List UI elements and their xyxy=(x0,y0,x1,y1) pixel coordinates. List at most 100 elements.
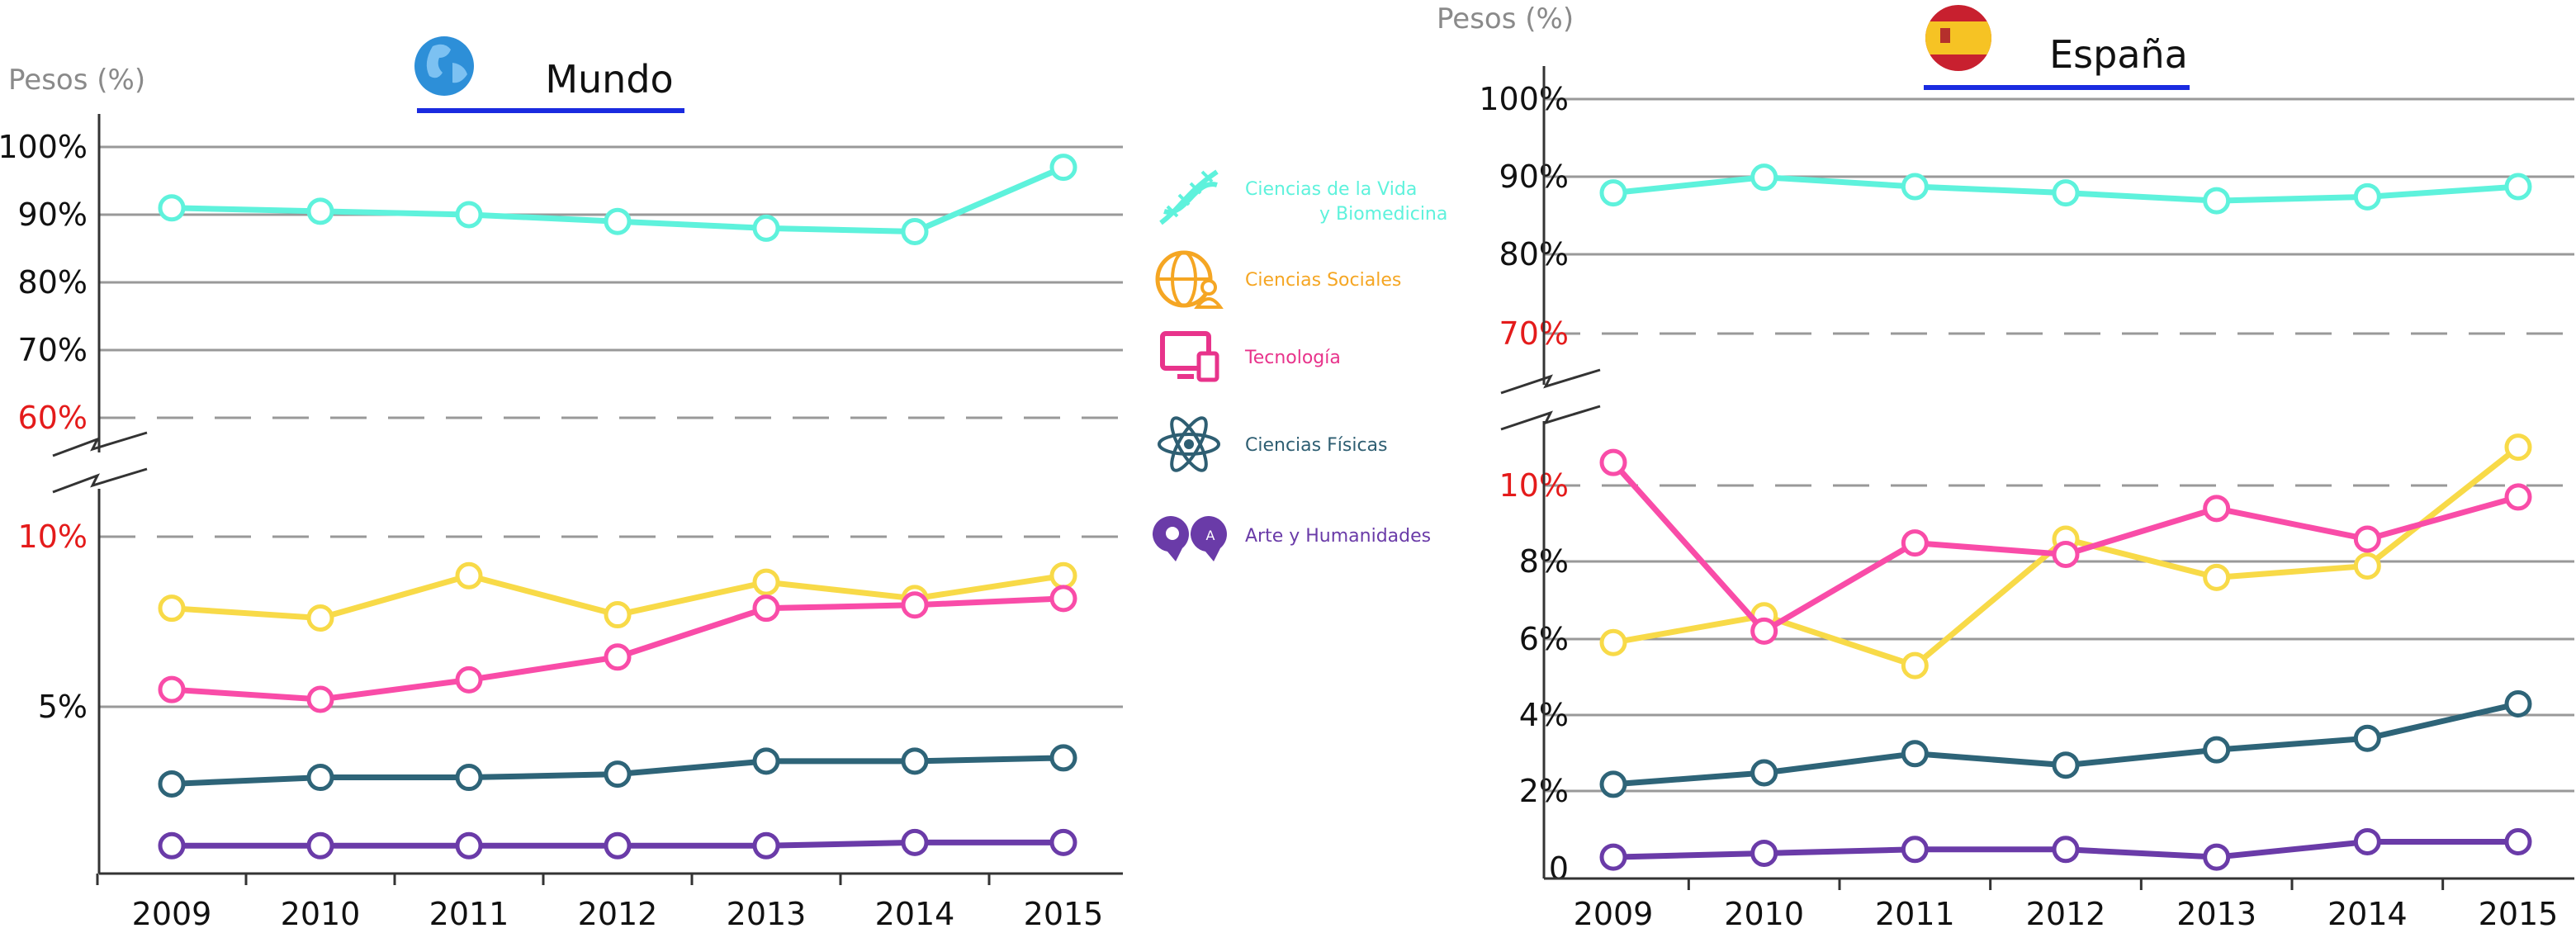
data-point xyxy=(2052,541,2080,569)
x-tick-label: 2015 xyxy=(1024,896,1104,932)
legend-label: Ciencias Físicas xyxy=(1245,435,1387,456)
data-point xyxy=(1750,839,1778,867)
head xyxy=(1190,516,1227,561)
x-tick-label: 2009 xyxy=(1574,896,1654,932)
data-point xyxy=(604,601,632,629)
dna-rung xyxy=(1177,193,1191,206)
dna-rung xyxy=(1189,182,1202,195)
data-point xyxy=(455,201,483,229)
x-tick-label: 2011 xyxy=(429,896,509,932)
chart-mundo: Pesos (%) Mundo 60% 70% 80% 90% 100% 5% 10% 2009 2… xyxy=(0,36,1123,932)
x-tick-label: 2014 xyxy=(2327,896,2408,932)
y-tick-label: 10% xyxy=(1499,467,1569,504)
data-point xyxy=(455,665,483,694)
series-ciencias-sociales xyxy=(158,561,1077,632)
data-point xyxy=(158,194,186,222)
legend-label: Ciencias Sociales xyxy=(1245,270,1401,291)
dna-rung xyxy=(1200,170,1214,183)
flag-body xyxy=(1925,5,1991,71)
data-point xyxy=(1901,740,1929,768)
data-point xyxy=(2504,828,2532,856)
dna-icon xyxy=(1159,169,1219,225)
data-point xyxy=(604,831,632,860)
y-tick-label: 70% xyxy=(18,332,88,368)
data-point xyxy=(2203,563,2231,591)
axis-break-mark xyxy=(1500,405,1601,431)
data-point xyxy=(158,675,186,703)
y-tick-label: 90% xyxy=(1499,159,1569,195)
data-point xyxy=(1750,163,1778,192)
data-point xyxy=(1901,173,1929,201)
flag-coat-of-arms xyxy=(1940,28,1950,43)
data-point xyxy=(1049,154,1077,182)
data-point xyxy=(2504,689,2532,718)
legend-item-ciencias-de-la-vida-y-biomedicina: Ciencias de la Vida y Biomedicina xyxy=(1159,169,1447,225)
y-tick-label: 70% xyxy=(1499,315,1569,352)
x-tick-label: 2010 xyxy=(281,896,361,932)
data-point xyxy=(1049,585,1077,613)
data-point xyxy=(1750,617,1778,645)
y-tick-label: 5% xyxy=(38,689,88,725)
earth-globe-icon xyxy=(414,36,474,96)
person-body xyxy=(1194,297,1224,309)
data-point xyxy=(2353,525,2381,553)
head-globe xyxy=(1166,527,1179,540)
data-point xyxy=(2203,495,2231,523)
data-point xyxy=(2504,173,2532,201)
data-point xyxy=(604,207,632,235)
data-point xyxy=(306,764,334,792)
data-point xyxy=(158,770,186,798)
data-point xyxy=(2203,843,2231,871)
legend-label: Tecnología xyxy=(1244,348,1341,368)
data-point xyxy=(306,831,334,860)
x-tick-label: 2015 xyxy=(2479,896,2559,932)
y-tick-label: 60% xyxy=(18,400,88,436)
legend-item-arte-y-humanidades: A Arte y Humanidades xyxy=(1152,516,1431,561)
flag-yellow xyxy=(1925,21,1991,54)
series-ciencias-sociales xyxy=(1599,433,2532,680)
series-arte-y-humanidades xyxy=(1599,828,2532,871)
data-point xyxy=(306,604,334,632)
data-point xyxy=(2353,552,2381,580)
axis-break-mark xyxy=(52,467,148,494)
x-tick-label: 2014 xyxy=(875,896,955,932)
globe-land xyxy=(452,63,467,83)
data-point xyxy=(604,643,632,671)
data-point xyxy=(1049,828,1077,856)
data-point xyxy=(1599,628,1627,656)
series-ciencias-fisicas xyxy=(1599,689,2532,798)
data-point xyxy=(901,591,929,619)
chart-title: Mundo xyxy=(545,57,673,102)
x-tick-label: 2013 xyxy=(2176,896,2256,932)
globe-land xyxy=(426,44,451,78)
y-tick-label: 10% xyxy=(18,519,88,555)
data-point xyxy=(901,828,929,856)
data-point xyxy=(2052,836,2080,864)
series-ciencias-de-la-vida-y-biomedicina xyxy=(1599,163,2532,215)
series-ciencias-fisicas xyxy=(158,744,1077,798)
legend-item-ciencias-fisicas: Ciencias Físicas xyxy=(1158,416,1387,472)
atom-orbit xyxy=(1170,416,1208,472)
spain-flag-icon xyxy=(1925,5,1991,71)
data-point xyxy=(2353,724,2381,752)
data-point xyxy=(306,197,334,225)
legend-label: Arte y Humanidades xyxy=(1245,526,1431,547)
y-axis-label: Pesos (%) xyxy=(1437,2,1574,36)
person-head xyxy=(1200,279,1217,296)
data-point xyxy=(604,760,632,789)
data-point xyxy=(2504,433,2532,462)
y-axis-label: Pesos (%) xyxy=(8,64,145,97)
data-point xyxy=(1750,759,1778,787)
devices-icon xyxy=(1160,331,1219,382)
x-tick-label: 2009 xyxy=(132,896,212,932)
axis-break-mark xyxy=(1500,368,1601,395)
data-point xyxy=(2203,187,2231,215)
data-point xyxy=(752,747,780,775)
data-point xyxy=(752,594,780,623)
data-point xyxy=(752,831,780,860)
data-point xyxy=(752,214,780,242)
data-point xyxy=(158,594,186,623)
x-tick-label: 2012 xyxy=(578,896,658,932)
